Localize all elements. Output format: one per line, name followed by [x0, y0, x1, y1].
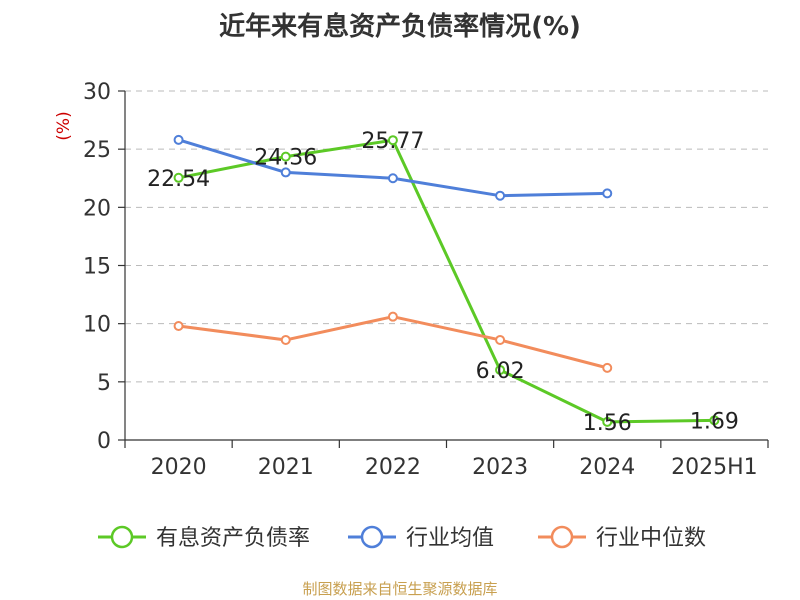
series-lines: [173, 134, 720, 427]
axes: 0 5 10 15 20 25 30 2020 2021 2022 2023 2024 2025H1 (%…: [54, 80, 769, 480]
data-point: [387, 135, 398, 146]
data-point: [173, 172, 184, 183]
chart-title: 近年来有息资产负债率情况(%): [219, 12, 581, 42]
x-tick-label: 2021: [258, 455, 314, 480]
legend-label: 行业均值: [406, 526, 494, 551]
series-line-0: [178, 138, 715, 424]
data-point: [280, 334, 291, 345]
data-point: [602, 188, 613, 199]
data-point: [173, 320, 184, 331]
grid-lines: [125, 90, 768, 383]
series-line-2: [178, 315, 608, 370]
data-label: 25.77: [361, 129, 424, 154]
x-tick-label: 2023: [472, 455, 528, 480]
x-tick-label: 2022: [365, 455, 421, 480]
legend-swatch-marker: [110, 525, 134, 549]
y-tick-label: 15: [83, 255, 111, 280]
data-label: 1.69: [690, 409, 739, 434]
data-label: 24.36: [254, 146, 317, 171]
y-tick-label: 30: [83, 80, 111, 105]
x-tick-label: 2024: [579, 455, 635, 480]
y-tick-label: 0: [97, 429, 111, 454]
data-point: [602, 416, 613, 427]
y-tick-label: 10: [83, 313, 111, 338]
y-tick-label: 20: [83, 196, 111, 221]
legend: 有息资产负债率 行业均值 行业中位数: [98, 525, 706, 551]
data-labels: 22.54 24.36 25.77 6.02 1.56 1.69: [147, 129, 739, 436]
legend-swatch-marker: [550, 525, 574, 549]
data-point: [280, 151, 291, 162]
data-point: [602, 362, 613, 373]
legend-swatch-marker: [360, 525, 384, 549]
data-point: [387, 311, 398, 322]
y-axis-unit: (%): [54, 111, 74, 140]
data-label: 6.02: [476, 359, 525, 384]
data-label: 22.54: [147, 167, 210, 192]
legend-label: 有息资产负债率: [156, 526, 310, 551]
data-label: 1.56: [583, 411, 632, 436]
legend-label: 行业中位数: [596, 526, 706, 551]
y-tick-label: 25: [83, 138, 111, 163]
data-point: [387, 173, 398, 184]
data-point: [709, 415, 720, 426]
data-point: [173, 134, 184, 145]
x-tick-label: 2025H1: [671, 455, 758, 480]
y-tick-label: 5: [97, 371, 111, 396]
data-point: [280, 167, 291, 178]
data-point: [495, 364, 506, 375]
data-point: [495, 334, 506, 345]
source-note: 制图数据来自恒生聚源数据库: [302, 580, 498, 598]
data-point: [495, 190, 506, 201]
x-tick-label: 2020: [151, 455, 207, 480]
